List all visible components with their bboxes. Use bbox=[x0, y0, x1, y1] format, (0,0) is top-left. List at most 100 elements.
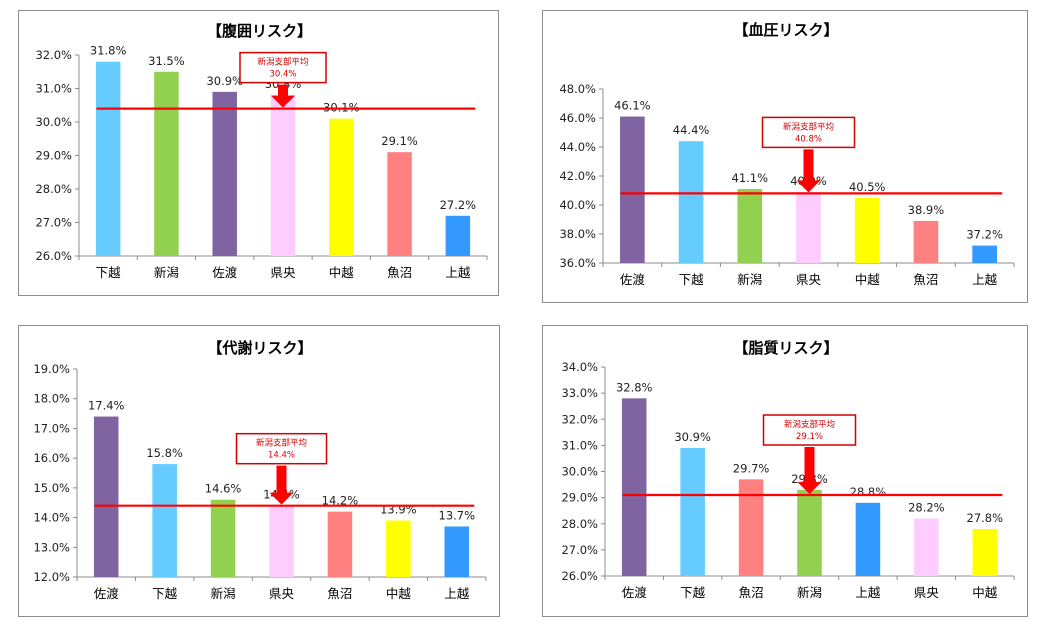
y-tick-label: 17.0% bbox=[33, 421, 70, 435]
data-label: 15.8% bbox=[146, 446, 183, 460]
data-label: 32.8% bbox=[616, 380, 653, 394]
chart-panel-metabolic-risk: 【代謝リスク】 12.0% 13.0% 14.0% 15.0% 16.0% 17.0% 18.… bbox=[18, 325, 500, 617]
bar-県央 bbox=[914, 518, 939, 576]
down-arrow-icon bbox=[269, 465, 294, 505]
category-label: 佐渡 bbox=[212, 265, 238, 280]
average-callout-label: 新潟支部平均 bbox=[784, 419, 835, 430]
average-callout-value: 29.1% bbox=[796, 432, 823, 442]
down-arrow-icon bbox=[797, 447, 822, 495]
bar-新潟 bbox=[737, 189, 763, 263]
bar-中越 bbox=[329, 118, 354, 257]
y-tick-label: 18.0% bbox=[33, 392, 70, 406]
bar-上越 bbox=[972, 245, 997, 263]
chart-title: 【血圧リスク】 bbox=[733, 21, 838, 39]
category-label: 中越 bbox=[855, 272, 881, 287]
chart-title: 【代謝リスク】 bbox=[207, 339, 312, 357]
data-label: 14.2% bbox=[322, 494, 359, 508]
chart-panel-blood-pressure-risk: 【血圧リスク】 36.0% 38.0% 40.0% 42.0% 44.0% 46.0% 48.… bbox=[542, 10, 1028, 303]
bar-佐渡 bbox=[212, 91, 237, 256]
average-callout-value: 30.4% bbox=[269, 70, 296, 80]
data-label: 41.1% bbox=[732, 171, 769, 185]
data-label: 28.2% bbox=[908, 501, 945, 515]
y-tick-label: 13.0% bbox=[33, 540, 70, 554]
y-tick-label: 27.0% bbox=[35, 216, 72, 230]
bar-魚沼 bbox=[913, 220, 939, 263]
bar-中越 bbox=[972, 528, 998, 576]
chart-panel-lipid-risk: 【脂質リスク】 26.0% 27.0% 28.0% 29.0% 30.0% 31.0% 32.… bbox=[542, 325, 1028, 617]
category-label: 魚沼 bbox=[387, 265, 412, 280]
category-label: 上越 bbox=[445, 265, 471, 280]
category-label: 新潟 bbox=[737, 272, 762, 287]
average-callout-box bbox=[235, 432, 328, 465]
chart-waist-risk: 【腹囲リスク】 26.0% 27.0% 28.0% 29.0% 30.0% 31.0% 32.… bbox=[35, 22, 488, 280]
y-tick-label: 40.0% bbox=[559, 198, 596, 212]
bar-佐渡 bbox=[620, 116, 645, 263]
category-label: 下越 bbox=[96, 265, 122, 280]
category-label: 上越 bbox=[855, 585, 881, 600]
data-label: 38.9% bbox=[908, 203, 945, 217]
bar-上越 bbox=[445, 215, 471, 256]
y-tick-label: 12.0% bbox=[33, 570, 70, 584]
y-tick-label: 44.0% bbox=[559, 140, 596, 154]
bar-下越 bbox=[152, 464, 177, 577]
bar-中越 bbox=[854, 197, 880, 263]
y-tick-label: 31.0% bbox=[561, 438, 598, 452]
data-label: 40.5% bbox=[849, 180, 886, 194]
bar-佐渡 bbox=[93, 416, 119, 577]
bar-佐渡 bbox=[621, 398, 647, 576]
data-label: 29.7% bbox=[733, 461, 770, 475]
data-label: 30.9% bbox=[674, 430, 711, 444]
y-tick-label: 14.0% bbox=[33, 511, 70, 525]
category-label: 中越 bbox=[386, 586, 412, 601]
average-callout-label: 新潟支部平均 bbox=[783, 121, 834, 132]
average-callout-label: 新潟支部平均 bbox=[257, 57, 308, 68]
data-label: 27.8% bbox=[967, 511, 1004, 525]
y-tick-label: 46.0% bbox=[559, 111, 596, 125]
bar-魚沼 bbox=[738, 479, 764, 576]
bar-新潟 bbox=[210, 499, 236, 577]
category-label: 新潟 bbox=[154, 265, 179, 280]
category-label: 佐渡 bbox=[622, 585, 648, 600]
data-label: 14.6% bbox=[205, 482, 242, 496]
y-tick-label: 32.0% bbox=[35, 48, 72, 62]
category-label: 新潟 bbox=[211, 586, 236, 601]
y-tick-label: 16.0% bbox=[33, 451, 70, 465]
y-tick-label: 34.0% bbox=[561, 360, 598, 374]
y-tick-label: 15.0% bbox=[33, 481, 70, 495]
y-tick-label: 28.0% bbox=[561, 517, 598, 531]
bar-県央 bbox=[270, 95, 296, 256]
category-label: 上越 bbox=[972, 272, 998, 287]
category-label: 下越 bbox=[152, 586, 178, 601]
bar-下越 bbox=[95, 61, 121, 257]
bar-上越 bbox=[855, 502, 881, 576]
bar-県央 bbox=[269, 505, 294, 577]
bar-新潟 bbox=[154, 71, 179, 256]
category-label: 下越 bbox=[679, 272, 705, 287]
chart-panel-waist-risk: 【腹囲リスク】 26.0% 27.0% 28.0% 29.0% 30.0% 31.0% 32.… bbox=[18, 10, 499, 296]
y-tick-label: 26.0% bbox=[35, 249, 72, 263]
category-label: 中越 bbox=[329, 265, 355, 280]
data-label: 37.2% bbox=[966, 228, 1003, 242]
data-label: 13.7% bbox=[439, 508, 476, 522]
category-label: 上越 bbox=[444, 586, 470, 601]
data-label: 27.2% bbox=[440, 198, 477, 212]
y-tick-label: 32.0% bbox=[561, 412, 598, 426]
data-label: 17.4% bbox=[88, 399, 125, 413]
category-label: 中越 bbox=[972, 585, 998, 600]
bar-魚沼 bbox=[387, 152, 412, 256]
average-callout-box bbox=[762, 414, 857, 446]
category-label: 新潟 bbox=[797, 585, 822, 600]
down-arrow-icon bbox=[796, 149, 821, 193]
down-arrow-icon bbox=[271, 84, 295, 108]
data-label: 46.1% bbox=[614, 99, 651, 113]
category-label: 下越 bbox=[680, 585, 706, 600]
y-tick-label: 29.0% bbox=[561, 491, 598, 505]
bar-県央 bbox=[796, 191, 821, 263]
category-label: 魚沼 bbox=[327, 586, 352, 601]
y-tick-label: 48.0% bbox=[559, 82, 596, 96]
category-label: 魚沼 bbox=[739, 585, 764, 600]
bar-新潟 bbox=[797, 489, 822, 576]
y-tick-label: 26.0% bbox=[561, 569, 598, 583]
chart-metabolic-risk: 【代謝リスク】 12.0% 13.0% 14.0% 15.0% 16.0% 17.0% 18.… bbox=[33, 339, 487, 601]
y-tick-label: 27.0% bbox=[561, 543, 598, 557]
